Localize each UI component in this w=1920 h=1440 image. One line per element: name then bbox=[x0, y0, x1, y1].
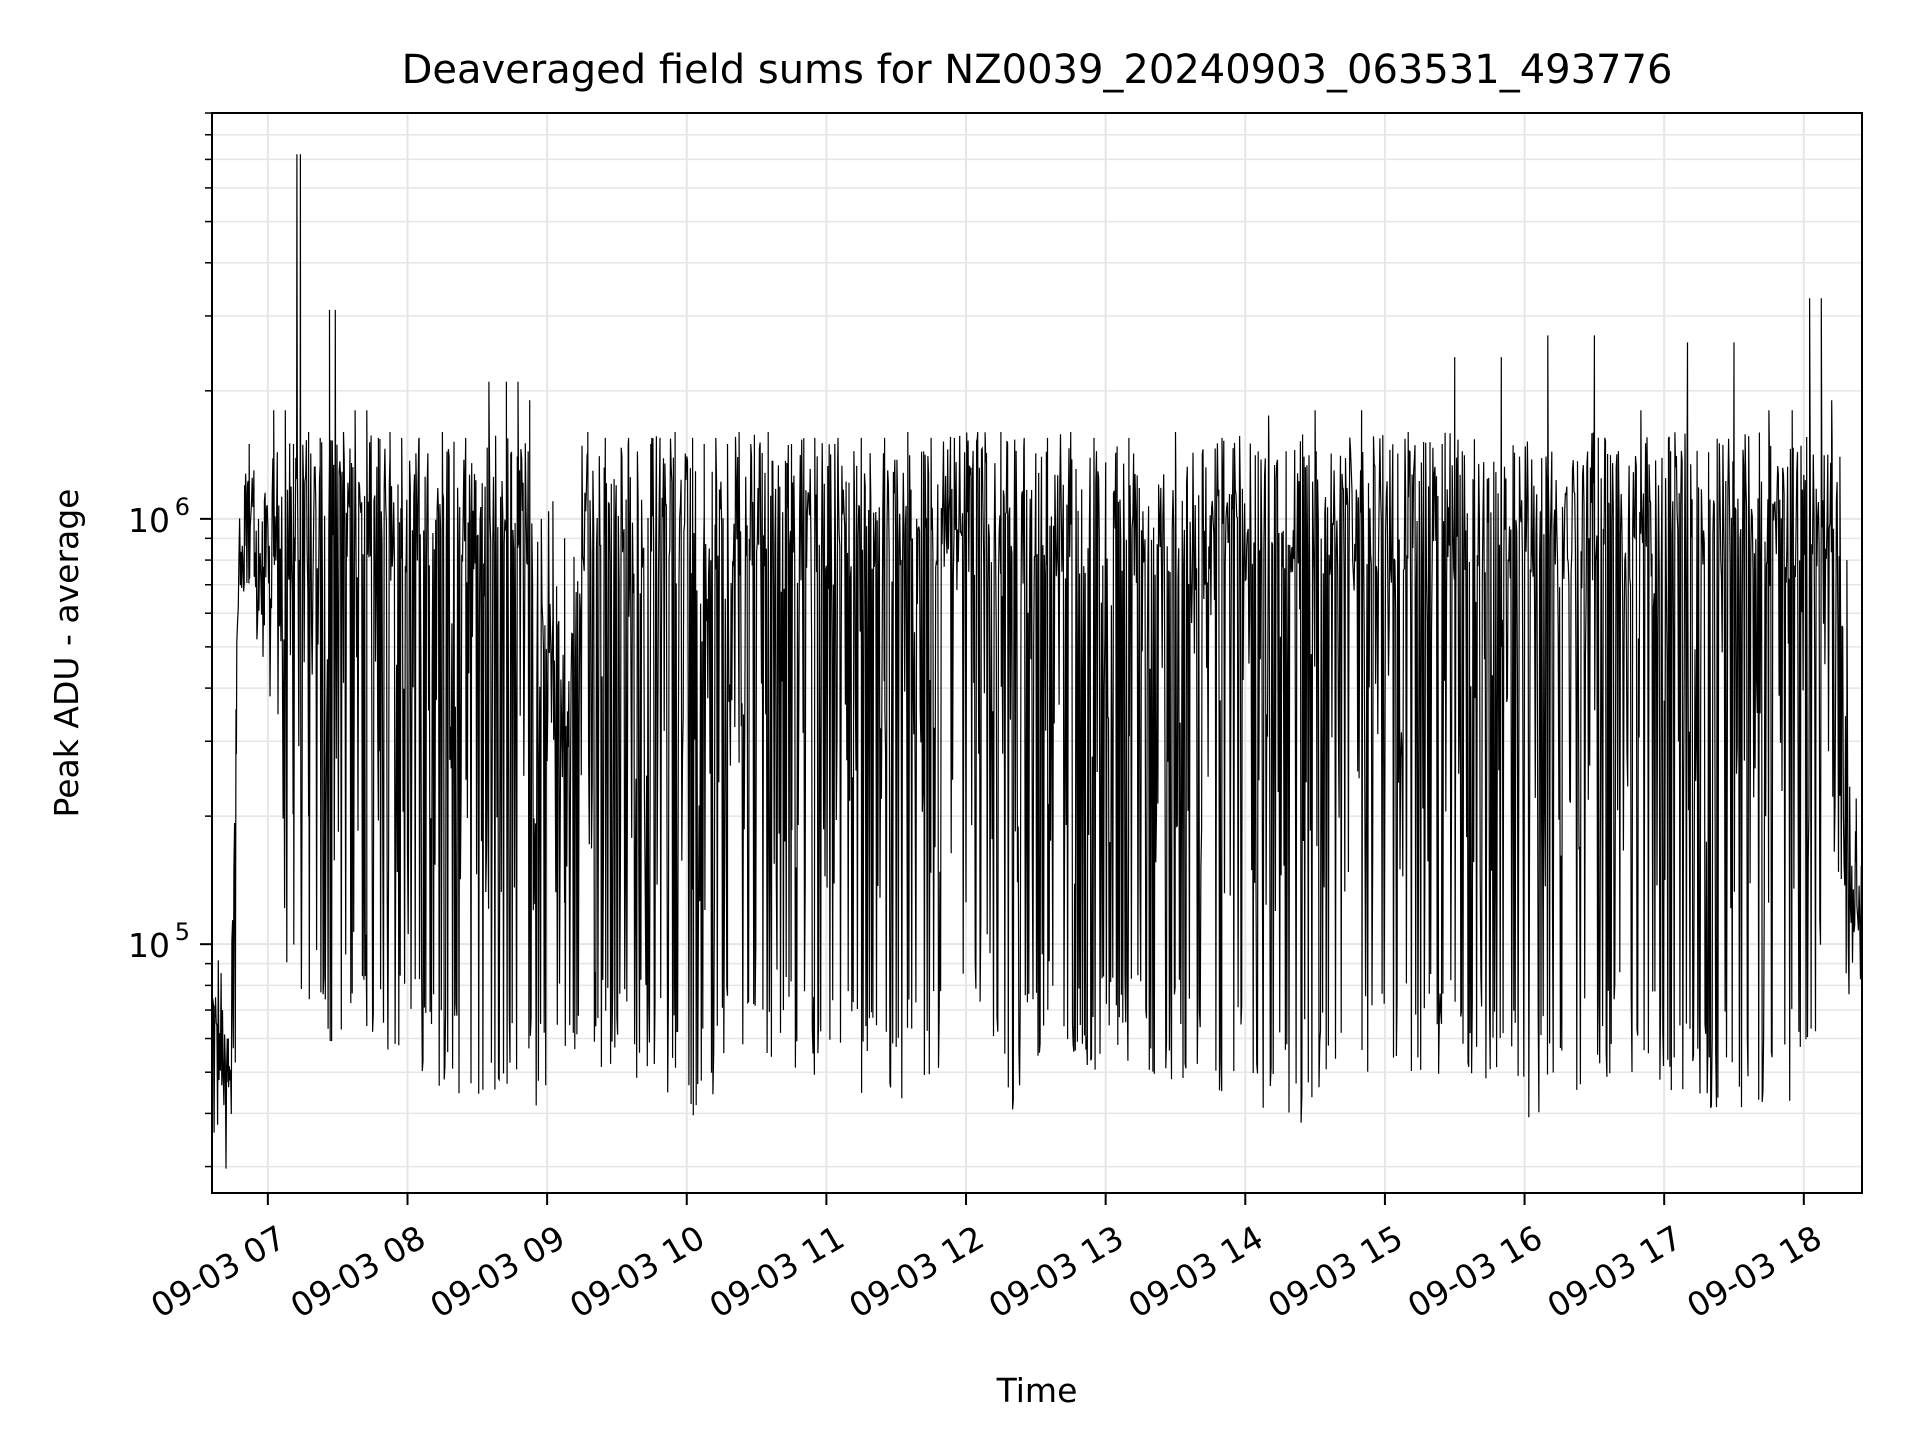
y-tick-label: 10 bbox=[128, 501, 170, 540]
x-tick-label: 09-03 13 bbox=[982, 1218, 1130, 1326]
x-tick-label: 09-03 12 bbox=[842, 1218, 990, 1326]
x-tick-label: 09-03 14 bbox=[1122, 1218, 1270, 1326]
x-tick-label: 09-03 16 bbox=[1401, 1218, 1549, 1326]
chart-title: Deaveraged field sums for NZ0039_2024090… bbox=[402, 47, 1673, 93]
x-tick-label: 09-03 11 bbox=[703, 1218, 851, 1326]
x-tick-label: 09-03 08 bbox=[284, 1218, 432, 1326]
series-trace bbox=[211, 154, 1863, 1169]
x-tick-label: 09-03 18 bbox=[1680, 1218, 1828, 1326]
series-line bbox=[211, 154, 1863, 1169]
y-tick-exponent: 6 bbox=[175, 493, 190, 521]
x-tick-label: 09-03 15 bbox=[1261, 1218, 1409, 1326]
x-axis-label: Time bbox=[996, 1371, 1078, 1410]
x-tick-label: 09-03 10 bbox=[563, 1218, 711, 1326]
x-tick-label: 09-03 17 bbox=[1541, 1218, 1689, 1326]
y-tick-exponent: 5 bbox=[175, 918, 190, 946]
y-tick-label: 10 bbox=[128, 926, 170, 965]
plot-frame bbox=[211, 112, 1863, 1194]
y-axis-label: Peak ADU - average bbox=[47, 489, 86, 818]
x-tick-label: 09-03 07 bbox=[144, 1218, 292, 1326]
x-tick-label: 09-03 09 bbox=[424, 1218, 572, 1326]
